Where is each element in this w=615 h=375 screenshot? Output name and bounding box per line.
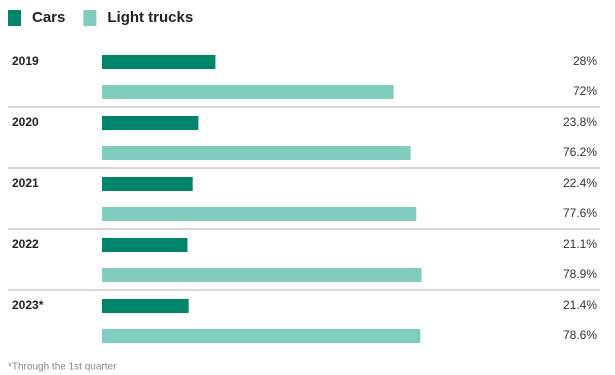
- value-label: 21.4%: [563, 298, 597, 312]
- bar: [102, 85, 394, 99]
- value-label: 21.1%: [563, 237, 597, 251]
- category-label: 2020: [12, 115, 39, 129]
- bar: [102, 299, 189, 313]
- footnote: *Through the 1st quarter: [8, 362, 117, 373]
- category-label: 2019: [12, 54, 39, 68]
- category-label: 2023*: [12, 298, 44, 312]
- value-label: 23.8%: [563, 115, 597, 129]
- legend-swatch: [83, 10, 97, 26]
- bar: [102, 268, 422, 282]
- category-label: 2022: [12, 237, 39, 251]
- value-label: 76.2%: [563, 145, 597, 159]
- bar: [102, 238, 188, 252]
- value-label: 22.4%: [563, 176, 597, 190]
- legend-label: Cars: [32, 9, 65, 26]
- legend-label: Light trucks: [107, 9, 193, 26]
- bar: [102, 116, 199, 130]
- value-label: 78.9%: [563, 267, 597, 281]
- bar: [102, 146, 411, 160]
- bar: [102, 207, 417, 221]
- bar: [102, 55, 216, 69]
- bar: [102, 329, 421, 343]
- value-label: 78.6%: [563, 328, 597, 342]
- bar: [102, 177, 193, 191]
- category-label: 2021: [12, 176, 39, 190]
- value-label: 77.6%: [563, 206, 597, 220]
- legend-swatch: [8, 10, 21, 26]
- value-label: 72%: [573, 84, 597, 98]
- value-label: 28%: [573, 54, 597, 68]
